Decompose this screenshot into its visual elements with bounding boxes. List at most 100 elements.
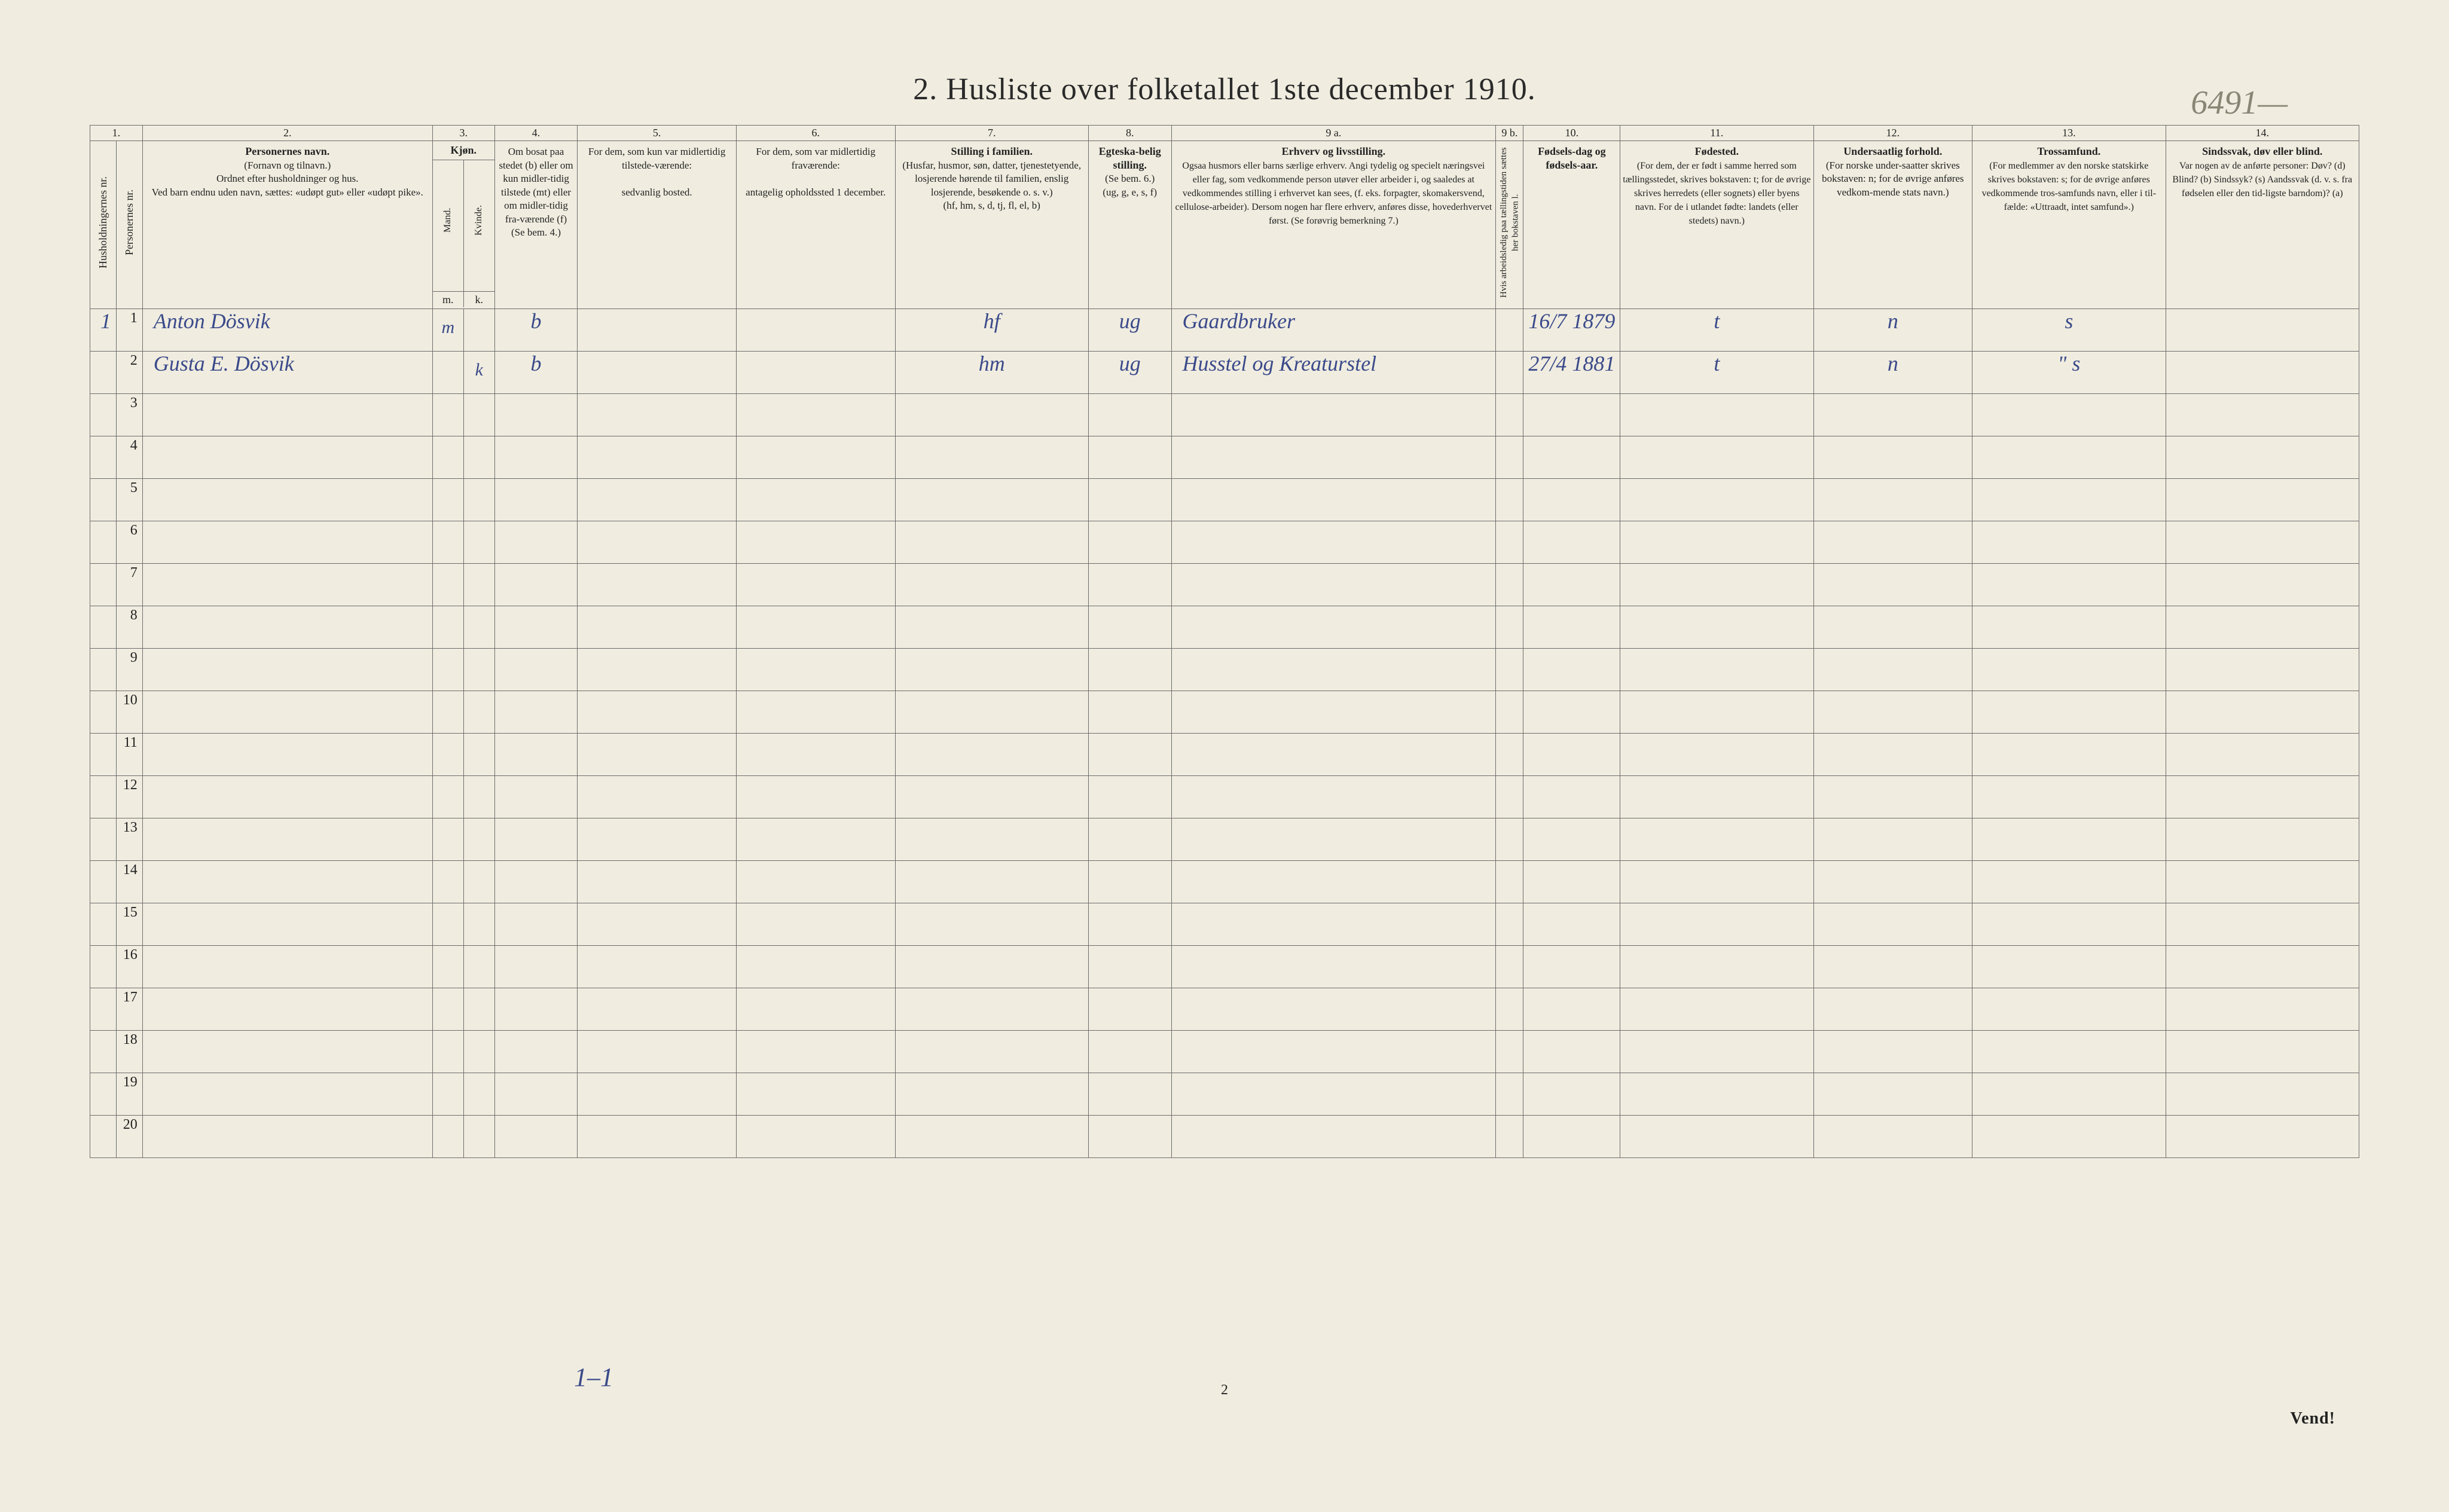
table-cell <box>494 648 578 691</box>
table-cell <box>578 818 737 860</box>
table-cell <box>1496 988 1523 1030</box>
hh-number-cell <box>90 436 117 478</box>
table-cell <box>1496 308 1523 351</box>
table-cell <box>1523 1073 1620 1115</box>
table-cell <box>1620 648 1813 691</box>
hdr-arbled: Hvis arbeidsledig paa tællingstiden sætt… <box>1496 141 1523 309</box>
table-row: 15 <box>90 903 2359 945</box>
table-cell <box>1523 903 1620 945</box>
sex-cell <box>432 1115 494 1157</box>
table-cell <box>1620 1030 1813 1073</box>
table-cell <box>1813 606 1972 648</box>
person-number-cell: 9 <box>116 648 142 691</box>
hh-number-cell <box>90 691 117 733</box>
corner-annotation: 6491— <box>2191 84 2288 122</box>
hdr-name: Personernes navn. (Fornavn og tilnavn.) … <box>142 141 432 309</box>
table-cell <box>1088 1115 1171 1157</box>
colnum: 10. <box>1523 126 1620 141</box>
table-cell <box>895 563 1088 606</box>
colnum: 6. <box>736 126 895 141</box>
table-cell <box>1620 606 1813 648</box>
table-cell <box>578 563 737 606</box>
table-cell <box>494 606 578 648</box>
table-cell <box>1972 1030 2166 1073</box>
table-cell <box>895 988 1088 1030</box>
table-cell <box>895 860 1088 903</box>
table-cell <box>1496 393 1523 436</box>
table-cell <box>1171 733 1496 775</box>
table-cell <box>895 1030 1088 1073</box>
table-cell <box>1813 521 1972 563</box>
table-cell <box>1523 436 1620 478</box>
table-cell <box>142 393 432 436</box>
table-cell <box>895 606 1088 648</box>
table-cell <box>1523 563 1620 606</box>
table-cell <box>1496 1073 1523 1115</box>
table-cell <box>494 436 578 478</box>
table-cell: n <box>1813 308 1972 351</box>
table-cell <box>2166 1115 2359 1157</box>
table-cell <box>1523 648 1620 691</box>
table-cell <box>895 478 1088 521</box>
table-cell <box>895 1073 1088 1115</box>
table-cell: Husstel og Kreaturstel <box>1171 351 1496 393</box>
table-cell <box>1620 733 1813 775</box>
table-cell <box>578 1073 737 1115</box>
table-cell <box>1972 691 2166 733</box>
hdr-egtesk: Egteska-belig stilling. (Se bem. 6.) (ug… <box>1088 141 1171 309</box>
table-cell <box>1620 988 1813 1030</box>
table-cell <box>2166 351 2359 393</box>
table-row: 9 <box>90 648 2359 691</box>
table-cell: 27/4 1881 <box>1523 351 1620 393</box>
table-cell <box>1523 521 1620 563</box>
table-cell <box>736 860 895 903</box>
table-row: 12 <box>90 775 2359 818</box>
data-rows: 11Anton DösvikmbhfugGaardbruker16/7 1879… <box>90 308 2359 1157</box>
hdr-sex: Kjøn. Mand. Kvinde. m. k. <box>432 141 494 309</box>
table-cell <box>2166 775 2359 818</box>
table-cell <box>736 945 895 988</box>
table-cell <box>2166 606 2359 648</box>
hh-number-cell <box>90 1115 117 1157</box>
table-cell <box>1496 521 1523 563</box>
table-row: 5 <box>90 478 2359 521</box>
table-cell <box>1088 648 1171 691</box>
person-number-cell: 20 <box>116 1115 142 1157</box>
hdr-erhv: Erhverv og livsstilling. Ogsaa husmors e… <box>1171 141 1496 309</box>
table-cell: ug <box>1088 308 1171 351</box>
table-cell <box>1972 393 2166 436</box>
table-cell <box>1171 436 1496 478</box>
hdr-under: Undersaatlig forhold. (For norske under-… <box>1813 141 1972 309</box>
table-cell <box>494 1030 578 1073</box>
person-number-cell: 17 <box>116 988 142 1030</box>
person-number-cell: 11 <box>116 733 142 775</box>
table-cell <box>142 436 432 478</box>
table-cell <box>1496 733 1523 775</box>
table-cell <box>1972 945 2166 988</box>
table-row: 20 <box>90 1115 2359 1157</box>
hdr-bosat: Om bosat paa stedet (b) eller om kun mid… <box>494 141 578 309</box>
table-row: 11Anton DösvikmbhfugGaardbruker16/7 1879… <box>90 308 2359 351</box>
person-number-cell: 3 <box>116 393 142 436</box>
table-cell <box>578 478 737 521</box>
hh-number-cell <box>90 393 117 436</box>
table-cell <box>578 308 737 351</box>
table-cell <box>578 1115 737 1157</box>
table-cell <box>578 691 737 733</box>
table-cell <box>2166 563 2359 606</box>
table-cell <box>578 733 737 775</box>
sex-cell: m <box>432 308 494 351</box>
table-cell <box>578 436 737 478</box>
person-number-cell: 15 <box>116 903 142 945</box>
footer-vend: Vend! <box>2290 1409 2335 1428</box>
person-number-cell: 13 <box>116 818 142 860</box>
table-cell <box>1620 818 1813 860</box>
table-cell <box>1171 1073 1496 1115</box>
table-cell <box>1523 478 1620 521</box>
table-cell <box>1523 393 1620 436</box>
table-cell <box>2166 393 2359 436</box>
table-cell <box>895 436 1088 478</box>
table-cell <box>895 393 1088 436</box>
table-cell <box>494 733 578 775</box>
person-number-cell: 10 <box>116 691 142 733</box>
